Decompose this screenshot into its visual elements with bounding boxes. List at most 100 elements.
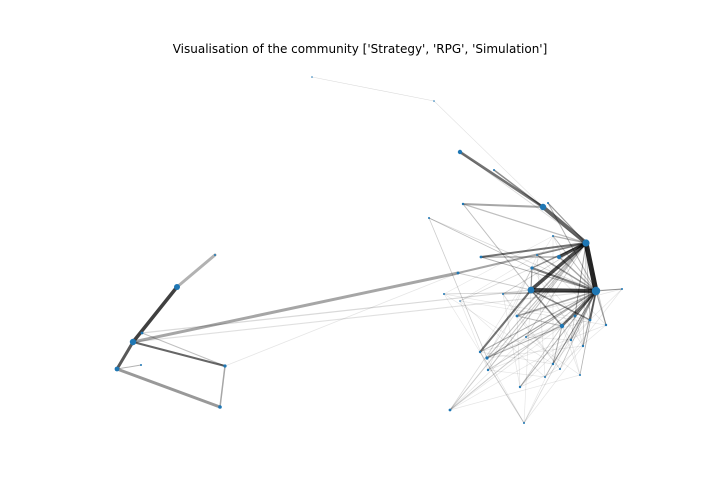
graph-edge: [443, 290, 597, 295]
graph-edge: [574, 315, 584, 347]
graph-edge: [558, 256, 597, 292]
graph-node: [518, 385, 522, 389]
graph-edge: [574, 290, 597, 317]
graph-node: [214, 254, 216, 256]
graph-edge: [487, 254, 538, 371]
graph-edge: [583, 240, 599, 294]
graph-edge: [433, 100, 544, 208]
graph-node: [557, 255, 561, 259]
graph-edge: [132, 290, 597, 343]
graph-edge: [536, 254, 546, 378]
graph-edge: [487, 242, 587, 371]
graph-edge: [525, 336, 572, 341]
graph-edge: [544, 290, 597, 378]
graph-node: [621, 288, 623, 290]
graph-edge: [516, 315, 561, 370]
graph-node: [457, 149, 463, 155]
graph-edge: [582, 242, 587, 347]
graph-edge: [530, 289, 563, 327]
graph-edge: [502, 290, 597, 295]
graph-node: [140, 331, 144, 335]
graph-node: [527, 286, 535, 294]
graph-node: [493, 169, 495, 171]
graph-edge: [459, 300, 607, 326]
graph-edge: [552, 235, 587, 244]
graph-node: [114, 366, 120, 372]
graph-edge: [443, 293, 591, 321]
graph-node: [552, 235, 554, 237]
graph-node: [536, 254, 538, 256]
graph-edge: [516, 288, 623, 317]
graph-edge: [449, 242, 587, 411]
graph-edge: [486, 267, 533, 359]
graph-edge: [459, 242, 587, 302]
graph-edge: [428, 217, 597, 292]
graph-edge: [595, 288, 623, 292]
graph-node: [559, 323, 565, 329]
graph-edge: [529, 241, 588, 292]
graph-edge: [493, 169, 544, 208]
graph-node: [448, 408, 452, 412]
graph-node: [525, 336, 527, 338]
graph-edge: [443, 235, 554, 295]
graph-edge: [559, 288, 623, 370]
graph-node: [311, 76, 313, 78]
graph-node: [218, 405, 222, 409]
graph-edge: [561, 325, 581, 376]
graph-edge: [479, 235, 554, 353]
graph-edge: [443, 293, 554, 365]
graph-edge: [525, 336, 581, 376]
graph-edge: [531, 267, 597, 292]
graph-edge: [428, 217, 488, 359]
graph-edge: [459, 300, 546, 378]
graph-edge: [486, 290, 597, 359]
graph-edge: [547, 202, 597, 292]
graph-edge: [311, 76, 435, 102]
graph-node: [579, 374, 581, 376]
graph-edge: [530, 289, 591, 321]
graph-edge: [486, 345, 584, 359]
graph-edge: [462, 203, 544, 208]
graph-node: [479, 255, 483, 259]
graph-node: [223, 364, 227, 368]
graph-edge: [516, 315, 521, 388]
graph-node: [581, 344, 585, 348]
graph-edge: [516, 315, 563, 327]
graph-edge: [115, 367, 222, 409]
graph-edge: [536, 254, 607, 326]
graph-edge: [132, 341, 226, 367]
graph-edge: [115, 340, 135, 371]
graph-edge: [585, 242, 607, 326]
graph-edge: [570, 242, 587, 341]
graph-edge: [486, 315, 576, 359]
graph-edge: [502, 293, 518, 317]
graph-node: [530, 266, 534, 270]
graph-edge: [479, 351, 554, 365]
graph-node: [569, 338, 573, 342]
graph-node: [551, 362, 555, 366]
graph-edge: [531, 267, 576, 317]
graph-node: [478, 350, 482, 354]
graph-node: [559, 368, 561, 370]
graph-edge: [552, 319, 591, 365]
graph-node: [588, 318, 592, 322]
graph-node: [582, 239, 590, 247]
graph-edge: [579, 290, 597, 376]
graph-edge: [486, 242, 587, 359]
graph-edge: [457, 272, 532, 291]
graph-edge: [479, 289, 532, 353]
graph-edge: [523, 315, 576, 424]
graph-edge: [457, 242, 587, 274]
graph-edge: [449, 325, 563, 411]
graph-edge: [224, 272, 459, 367]
node-layer: [114, 76, 623, 424]
graph-edge: [175, 253, 217, 289]
graph-node: [523, 422, 525, 424]
graph-edge: [479, 290, 597, 353]
graph-edge: [570, 290, 597, 341]
graph-edge: [487, 324, 607, 371]
graph-edge: [530, 267, 533, 291]
graph-edge: [536, 254, 597, 292]
graph-edge: [449, 339, 572, 411]
graph-edge: [502, 288, 623, 295]
